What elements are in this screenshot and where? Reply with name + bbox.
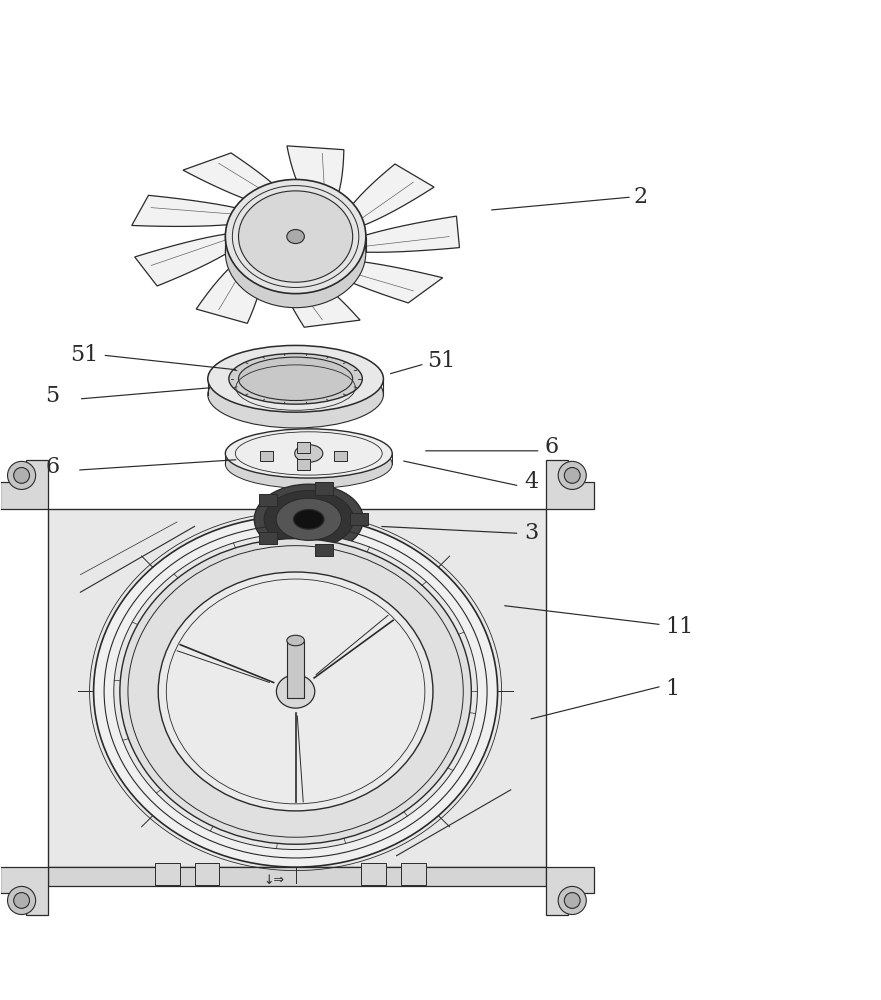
Text: 51: 51: [427, 350, 455, 372]
FancyBboxPatch shape: [315, 544, 333, 556]
Ellipse shape: [264, 491, 353, 548]
Polygon shape: [255, 519, 363, 553]
Bar: [261, 451, 273, 461]
Ellipse shape: [226, 439, 392, 489]
Bar: [298, 442, 309, 453]
Text: 1: 1: [665, 678, 679, 700]
Ellipse shape: [276, 498, 342, 540]
Ellipse shape: [559, 886, 586, 915]
Ellipse shape: [239, 357, 352, 400]
FancyBboxPatch shape: [350, 513, 367, 525]
Ellipse shape: [287, 230, 304, 244]
Bar: [334, 451, 346, 461]
Bar: [298, 459, 309, 470]
Ellipse shape: [565, 893, 580, 908]
Ellipse shape: [277, 675, 315, 708]
Text: 4: 4: [524, 471, 538, 493]
Polygon shape: [48, 509, 546, 867]
Polygon shape: [135, 232, 248, 286]
Text: 3: 3: [524, 522, 538, 544]
FancyBboxPatch shape: [260, 494, 277, 506]
Polygon shape: [546, 460, 594, 509]
Ellipse shape: [255, 484, 363, 554]
Ellipse shape: [14, 468, 29, 483]
Ellipse shape: [226, 197, 366, 308]
Text: 51: 51: [70, 344, 98, 366]
FancyBboxPatch shape: [315, 482, 333, 495]
Text: 2: 2: [633, 186, 648, 208]
Ellipse shape: [208, 345, 383, 412]
Ellipse shape: [226, 179, 366, 294]
FancyBboxPatch shape: [260, 532, 277, 544]
Polygon shape: [183, 153, 296, 211]
Ellipse shape: [255, 518, 363, 588]
Ellipse shape: [208, 361, 383, 428]
Ellipse shape: [295, 445, 322, 462]
Ellipse shape: [293, 509, 324, 529]
Polygon shape: [312, 258, 443, 303]
Ellipse shape: [8, 461, 35, 489]
Ellipse shape: [8, 886, 35, 915]
Ellipse shape: [239, 191, 352, 282]
Bar: [361, 863, 386, 885]
Ellipse shape: [559, 461, 586, 489]
Ellipse shape: [120, 539, 471, 844]
Polygon shape: [278, 261, 360, 327]
Polygon shape: [132, 195, 264, 226]
Bar: [155, 863, 180, 885]
Ellipse shape: [93, 516, 498, 867]
Polygon shape: [196, 250, 263, 323]
Bar: [287, 641, 304, 698]
Text: 6: 6: [45, 456, 59, 478]
Text: 6: 6: [544, 436, 559, 458]
Ellipse shape: [565, 468, 580, 483]
Polygon shape: [48, 867, 546, 886]
Polygon shape: [0, 867, 48, 915]
Bar: [195, 863, 219, 885]
Ellipse shape: [159, 572, 433, 811]
Polygon shape: [337, 216, 460, 252]
Ellipse shape: [14, 893, 29, 908]
Text: 11: 11: [665, 616, 693, 638]
Text: 5: 5: [45, 385, 59, 407]
Polygon shape: [339, 164, 434, 232]
Text: ↓⇒: ↓⇒: [263, 874, 285, 887]
Ellipse shape: [287, 635, 304, 646]
Polygon shape: [0, 460, 48, 509]
Polygon shape: [287, 146, 344, 216]
Bar: [401, 863, 426, 885]
Ellipse shape: [114, 533, 478, 850]
Ellipse shape: [226, 429, 392, 478]
Ellipse shape: [229, 353, 362, 404]
Polygon shape: [546, 867, 594, 915]
